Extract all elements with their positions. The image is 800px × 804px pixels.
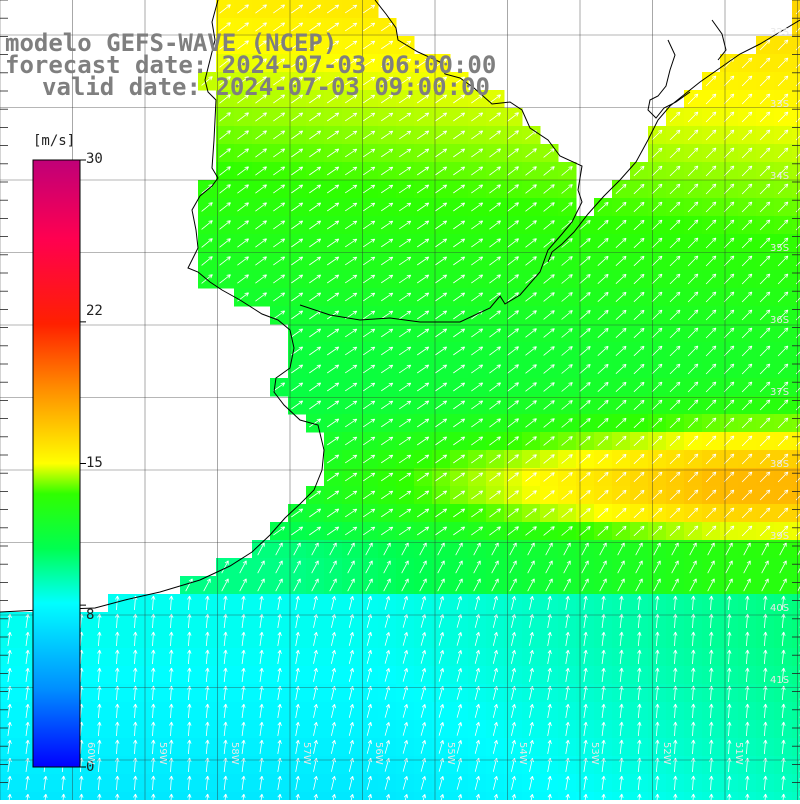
wind-speed-cell: [792, 576, 800, 595]
colorbar-tick-label: 30: [86, 152, 103, 166]
wind-speed-cell: [792, 342, 800, 361]
wind-speed-cell: [792, 648, 800, 667]
wind-speed-cell: [792, 144, 800, 163]
colorbar-tick-label: 8: [86, 608, 94, 622]
wind-speed-cell: [792, 306, 800, 325]
colorbar-unit: [m/s]: [33, 134, 75, 148]
lon-label: 51W: [733, 742, 744, 765]
colorbar-tick-label: 15: [86, 456, 103, 470]
wind-speed-cell: [792, 180, 800, 199]
wind-speed-cell: [792, 630, 800, 649]
wind-speed-cell: [792, 450, 800, 469]
lon-label: 53W: [589, 742, 600, 765]
wind-speed-cell: [792, 738, 800, 757]
wind-speed-cell: [792, 720, 800, 739]
wind-speed-cell: [792, 396, 800, 415]
lat-label: 41S: [770, 676, 789, 686]
colorbar-tick-label: 22: [86, 304, 103, 318]
wind-speed-cell: [792, 486, 800, 505]
lat-label: 40S: [770, 604, 789, 614]
lat-label: 34S: [770, 172, 789, 182]
lat-label: 37S: [770, 388, 789, 398]
wind-speed-cell: [792, 378, 800, 397]
wind-speed-cell: [792, 684, 800, 703]
lon-label: 54W: [517, 742, 528, 765]
wind-speed-cell: [792, 54, 800, 73]
wind-speed-cell: [792, 432, 800, 451]
lat-label: 35S: [770, 244, 789, 254]
wind-speed-cell: [792, 414, 800, 433]
wind-speed-cell: [792, 756, 800, 775]
lon-label: 52W: [661, 742, 672, 765]
wind-speed-cell: [792, 558, 800, 577]
wind-speed-cell: [792, 90, 800, 109]
wind-speed-cell: [792, 324, 800, 343]
lon-label: 58W: [229, 742, 240, 765]
lat-label: 36S: [770, 316, 789, 326]
wind-speed-cell: [792, 522, 800, 541]
lon-label: 60W: [85, 742, 96, 765]
wind-speed-cell: [792, 702, 800, 721]
lat-label: 38S: [770, 460, 789, 470]
wind-speed-cell: [792, 360, 800, 379]
wind-speed-cell: [792, 504, 800, 523]
wind-speed-cell: [792, 108, 800, 127]
wind-speed-cell: [792, 36, 800, 55]
wind-speed-cell: [792, 72, 800, 91]
lon-label: 55W: [445, 742, 456, 765]
wind-speed-cell: [792, 774, 800, 793]
wind-speed-cell: [792, 198, 800, 217]
lat-label: 39S: [770, 532, 789, 542]
wind-speed-cell: [792, 162, 800, 181]
wind-speed-cell: [792, 0, 800, 19]
lat-label: 33S: [770, 100, 789, 110]
wind-speed-cell: [792, 126, 800, 145]
lon-label: 59W: [157, 742, 168, 765]
wind-speed-cell: [792, 468, 800, 487]
lon-label: 56W: [373, 742, 384, 765]
lat-label: 32S: [770, 28, 789, 38]
wind-speed-cell: [792, 792, 800, 800]
wind-speed-cell: [792, 666, 800, 685]
lon-label: 57W: [301, 742, 312, 765]
wind-speed-cell: [792, 594, 800, 613]
title-valid-date: valid date: 2024-07-03 09:00:00: [42, 75, 490, 99]
colorbar: [33, 160, 80, 767]
wind-speed-cell: [792, 288, 800, 307]
